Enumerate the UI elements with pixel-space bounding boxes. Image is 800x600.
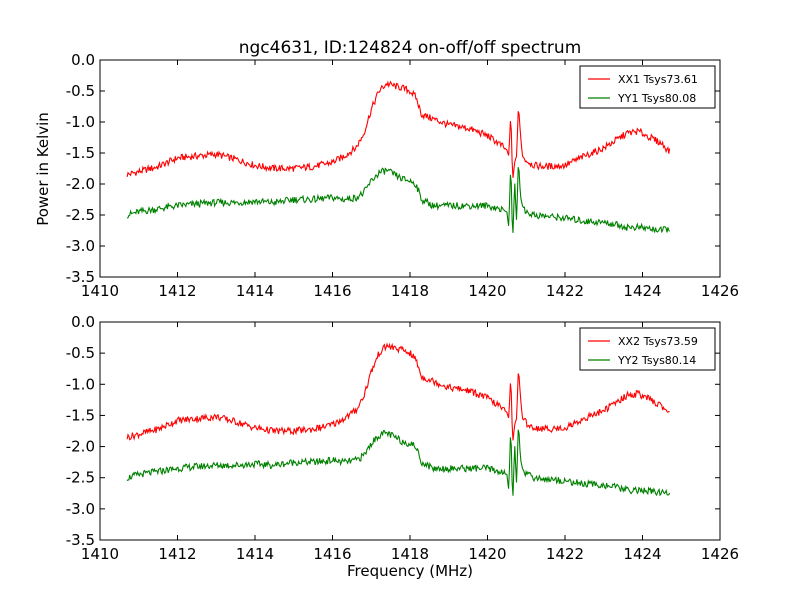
x-tick-label: 1412	[158, 545, 196, 563]
legend-label: YY2 Tsys80.14	[617, 354, 696, 367]
x-axis-label: Frequency (MHz)	[347, 562, 473, 580]
y-tick-label: -1.0	[66, 113, 95, 131]
x-tick-label: 1416	[313, 282, 351, 300]
y-tick-label: -0.5	[66, 82, 95, 100]
y-tick-label: -1.5	[66, 144, 95, 162]
x-tick-label: 1424	[623, 282, 661, 300]
x-tick-label: 1418	[391, 545, 429, 563]
y-tick-label: -3.0	[66, 237, 95, 255]
y-tick-label: -1.5	[66, 406, 95, 424]
series-line-1	[126, 342, 670, 441]
legend-label: XX2 Tsys73.59	[618, 335, 698, 348]
series-line-1	[126, 80, 671, 178]
y-tick-label: -3.0	[66, 500, 95, 518]
x-tick-label: 1422	[546, 282, 584, 300]
x-tick-label: 1410	[81, 545, 119, 563]
y-tick-label: -3.5	[66, 531, 95, 549]
series-line-2	[126, 429, 671, 497]
legend-box	[579, 327, 716, 371]
x-tick-label: 1424	[623, 545, 661, 563]
x-tick-label: 1418	[391, 282, 429, 300]
y-tick-label: -2.5	[66, 469, 95, 487]
y-tick-label: -1.0	[66, 375, 95, 393]
x-tick-label: 1410	[81, 282, 119, 300]
x-tick-label: 1422	[546, 545, 584, 563]
x-tick-label: 1414	[236, 545, 274, 563]
y-tick-label: 0.0	[71, 51, 95, 69]
y-tick-label: -2.0	[66, 175, 95, 193]
series-line-2	[126, 167, 671, 234]
x-tick-label: 1420	[468, 282, 506, 300]
x-tick-label: 1416	[313, 545, 351, 563]
legend-box	[579, 65, 716, 109]
x-tick-label: 1420	[468, 545, 506, 563]
plot-frame	[99, 59, 721, 278]
x-tick-label: 1412	[158, 282, 196, 300]
x-tick-label: 1426	[701, 545, 739, 563]
y-tick-label: -3.5	[66, 268, 95, 286]
y-tick-label: 0.0	[71, 313, 95, 331]
chart-title: ngc4631, ID:124824 on-off/off spectrum	[239, 38, 582, 58]
x-tick-label: 1414	[236, 282, 274, 300]
top-spectrum-chart: ngc4631, ID:124824 on-off/off spectrum P…	[34, 38, 739, 300]
y-axis-label: Power in Kelvin	[34, 112, 52, 226]
legend-label: XX1 Tsys73.61	[618, 73, 698, 86]
bottom-spectrum-chart: Frequency (MHz) 1410 1412 1414 1416 1418 1420…	[66, 313, 739, 580]
x-tick-label: 1426	[701, 282, 739, 300]
plot-frame	[99, 321, 721, 541]
y-tick-label: -2.5	[66, 206, 95, 224]
legend-label: YY1 Tsys80.08	[617, 92, 696, 105]
y-tick-label: -2.0	[66, 438, 95, 456]
y-tick-label: -0.5	[66, 344, 95, 362]
